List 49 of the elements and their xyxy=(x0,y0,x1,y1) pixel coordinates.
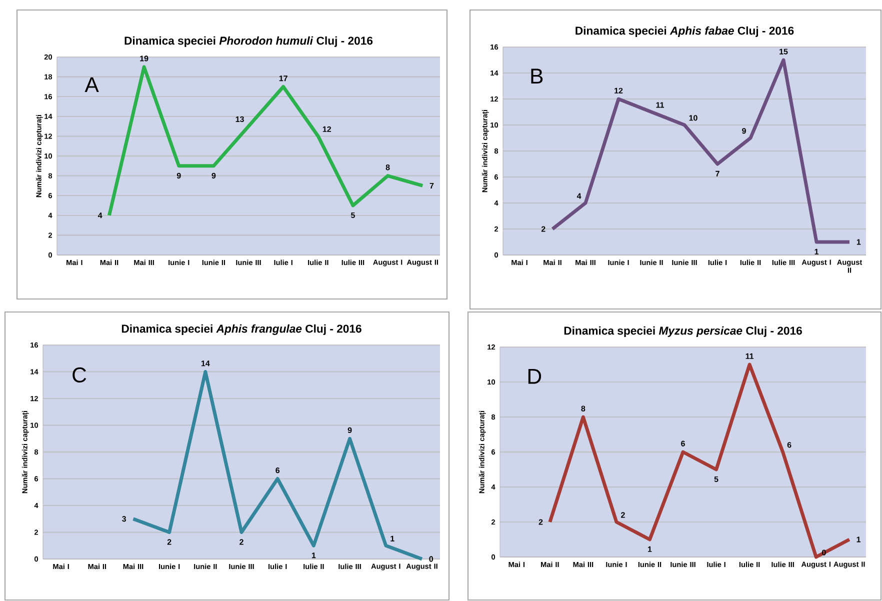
chart-title: Dinamica speciei Phorodon humuli Cluj - 2016 xyxy=(124,36,373,47)
data-label: 2 xyxy=(240,539,244,545)
data-label: 9 xyxy=(212,172,216,179)
data-label: 11 xyxy=(746,353,754,359)
data-label: 6 xyxy=(681,440,685,446)
data-label: 1 xyxy=(856,239,861,245)
data-label: 19 xyxy=(140,56,148,62)
chart-title: Dinamica speciei Myzus persicae Cluj - 2016 xyxy=(564,326,802,337)
chart-title: Dinamica speciei Aphis frangulae Cluj - 2016 xyxy=(122,324,362,335)
data-label: 1 xyxy=(856,536,861,542)
data-label: 6 xyxy=(276,467,280,474)
data-label: 2 xyxy=(541,226,546,232)
data-label: 14 xyxy=(201,360,210,366)
data-label: 7 xyxy=(430,182,434,188)
data-label: 8 xyxy=(386,164,390,170)
data-label: 5 xyxy=(714,476,718,482)
line-series xyxy=(131,370,424,561)
line-series xyxy=(548,362,852,559)
data-label: 3 xyxy=(122,516,126,522)
data-label: 12 xyxy=(614,88,623,94)
annotation: D xyxy=(528,369,542,384)
data-label: 11 xyxy=(656,102,664,108)
data-label: 1 xyxy=(648,546,652,552)
line-series xyxy=(550,58,852,244)
data-label: 13 xyxy=(236,116,244,122)
data-label: 0 xyxy=(429,556,434,562)
data-label: 12 xyxy=(322,126,331,132)
annotation: C xyxy=(72,367,86,383)
data-label: 8 xyxy=(581,406,586,412)
data-label: 1 xyxy=(814,248,819,254)
data-label: 7 xyxy=(716,170,720,176)
data-label: 2 xyxy=(167,539,172,545)
data-label: 6 xyxy=(787,442,792,448)
data-label: 5 xyxy=(350,212,355,218)
data-label: 4 xyxy=(576,193,582,199)
data-label: 4 xyxy=(98,212,102,218)
data-label: 10 xyxy=(689,115,698,121)
data-label: 1 xyxy=(390,536,394,542)
data-label: 1 xyxy=(312,552,316,558)
data-label: 2 xyxy=(621,512,625,518)
annotation: B xyxy=(531,68,543,84)
data-label: 15 xyxy=(780,48,788,54)
data-label: 9 xyxy=(176,172,181,179)
data-label: 9 xyxy=(742,128,746,134)
data-label: 9 xyxy=(348,427,352,434)
data-label: 2 xyxy=(538,519,543,525)
chart-title: Dinamica speciei Aphis fabae Cluj - 2016 xyxy=(576,26,794,37)
annotation: A xyxy=(84,77,99,92)
data-label: 17 xyxy=(279,76,288,82)
